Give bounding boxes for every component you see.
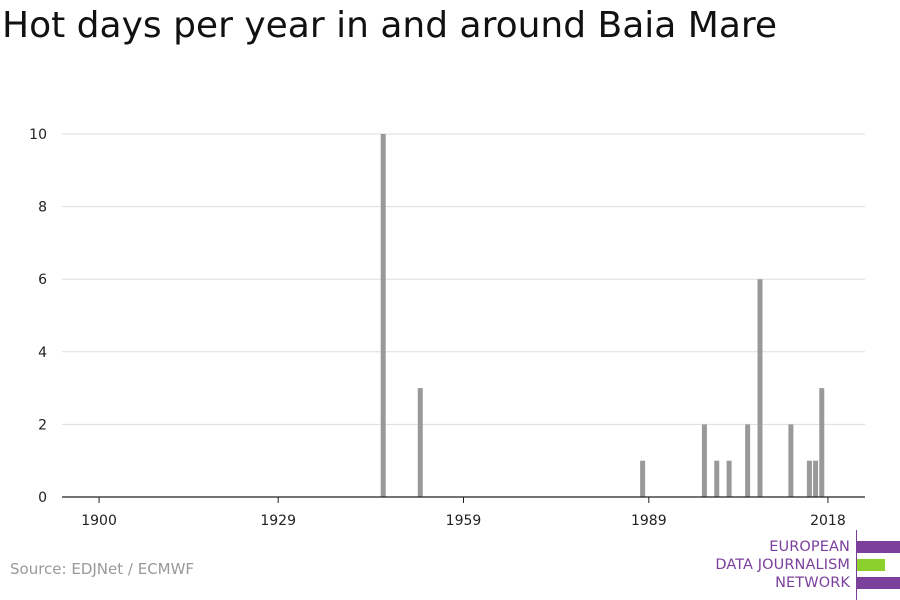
y-tick-label: 2 (38, 417, 47, 433)
edjnet-logo[interactable]: EUROPEAN DATA JOURNALISM NETWORK (700, 530, 900, 600)
bar (417, 388, 423, 497)
gridlines (62, 133, 865, 425)
y-axis-ticks: 0 2 4 6 8 10 (29, 127, 47, 506)
bars (380, 134, 825, 497)
bar (788, 424, 794, 497)
bar (813, 460, 819, 497)
logo-bar-green (857, 559, 885, 571)
bar (701, 424, 707, 497)
x-axis-ticks: 1900 1929 1959 1989 2018 (81, 497, 846, 529)
y-tick-label: 4 (38, 345, 47, 361)
bar (640, 460, 646, 497)
x-tick-label: 1989 (631, 513, 667, 529)
logo-line-network: NETWORK (775, 575, 850, 591)
bar (757, 279, 763, 497)
y-tick-label: 6 (38, 272, 47, 288)
logo-line-european: EUROPEAN (769, 539, 850, 555)
y-tick-label: 0 (38, 490, 47, 506)
logo-divider (856, 530, 857, 600)
x-tick-label: 1959 (446, 513, 482, 529)
x-tick-label: 1929 (260, 513, 296, 529)
logo-bar-purple-bottom (857, 577, 900, 589)
x-tick-label: 1900 (81, 513, 117, 529)
bar (806, 460, 812, 497)
y-tick-label: 8 (38, 200, 47, 216)
logo-bar-purple-top (857, 541, 900, 553)
bar (819, 388, 825, 497)
bar (714, 460, 720, 497)
y-tick-label: 10 (29, 127, 47, 143)
chart-title: Hot days per year in and around Baia Mar… (2, 5, 778, 46)
bar (745, 424, 751, 497)
bar (380, 134, 386, 497)
source-note: Source: EDJNet / ECMWF (10, 560, 195, 578)
logo-line-data-journalism: DATA JOURNALISM (715, 557, 850, 573)
bar (726, 460, 732, 497)
x-tick-label: 2018 (810, 513, 846, 529)
